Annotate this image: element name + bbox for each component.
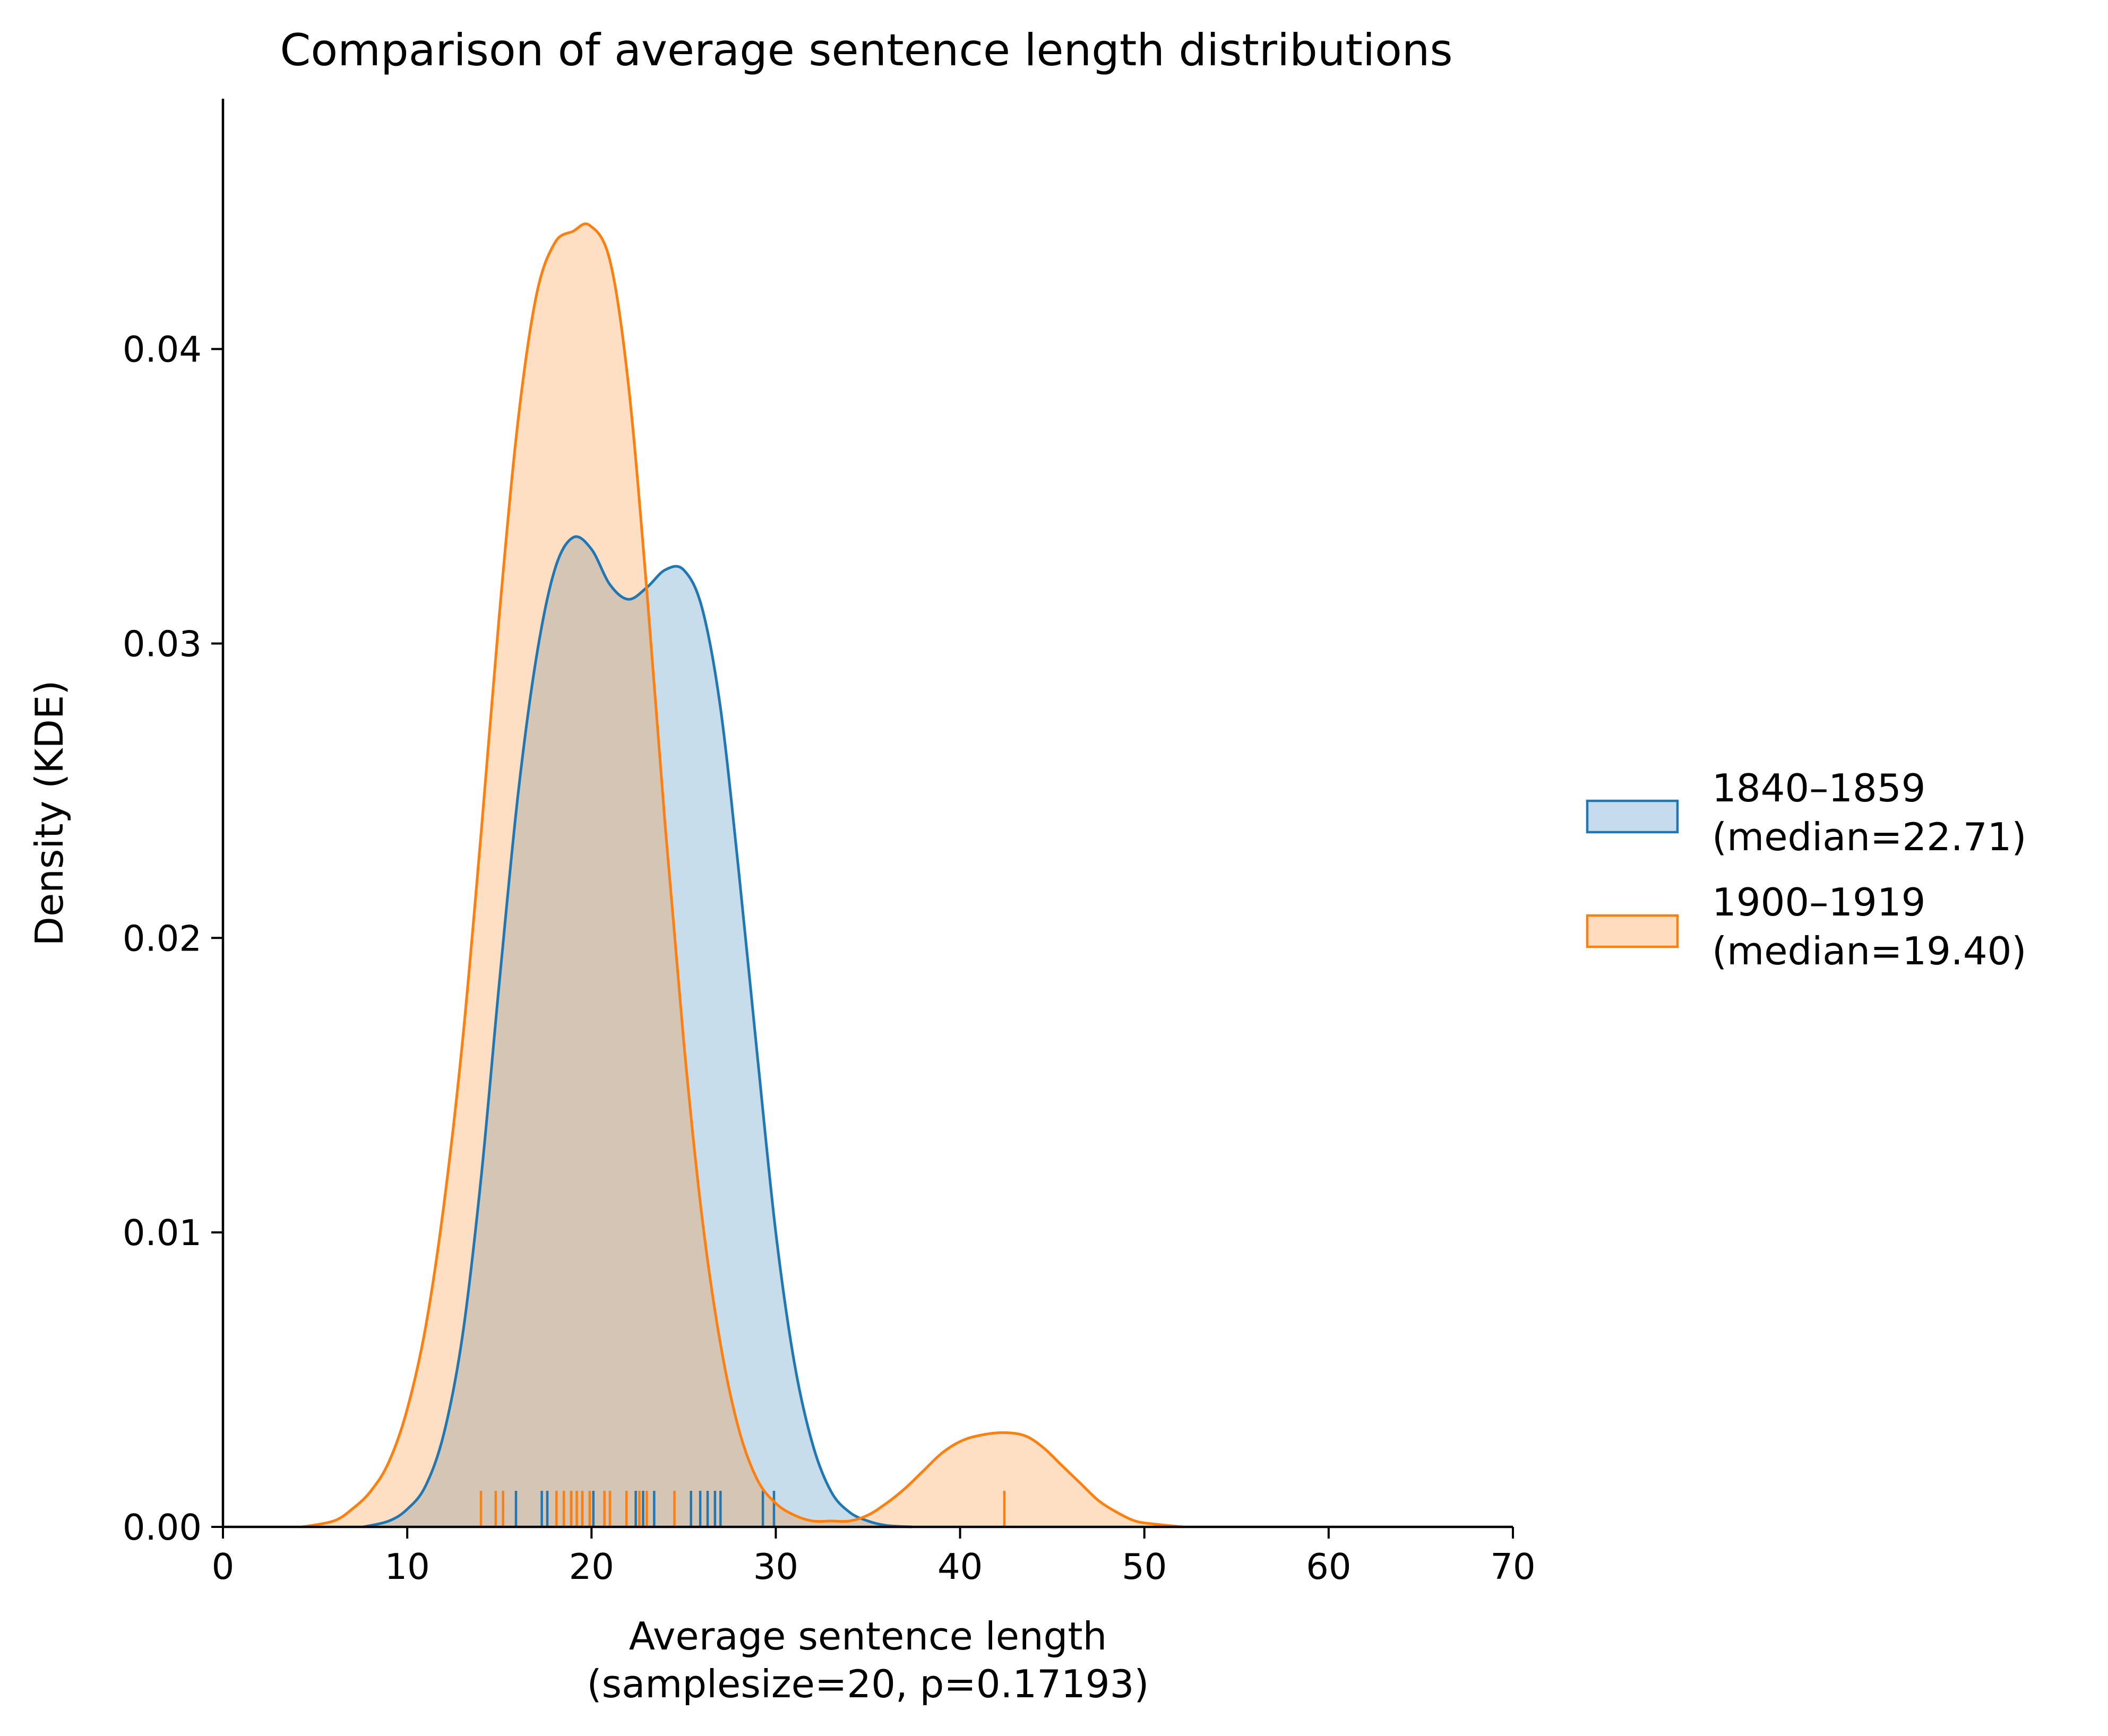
x-tick-label: 0: [212, 1546, 235, 1587]
density-area-1: [363, 537, 913, 1527]
y-axis-ticks: 0.00 0.01 0.02 0.03 0.04: [123, 329, 223, 1548]
rug-marks: [479, 1491, 1006, 1526]
x-tick-label: 60: [1306, 1546, 1351, 1587]
y-tick-label: 0.04: [123, 329, 202, 370]
x-tick-label: 10: [385, 1546, 430, 1587]
x-axis-label: Average sentence length: [629, 1614, 1107, 1659]
y-tick-label: 0.01: [123, 1212, 202, 1254]
legend-label: 1840–1859: [1712, 766, 1925, 810]
legend-label-sub: (median=19.40): [1712, 929, 2027, 973]
x-axis-label-sub: (samplesize=20, p=0.17193): [587, 1662, 1149, 1706]
y-tick-label: 0.02: [123, 918, 202, 959]
x-axis-ticks: 0 10 20 30 40 50 60 70: [212, 1527, 1536, 1587]
chart-title: Comparison of average sentence length di…: [280, 24, 1452, 76]
density-line-1: [363, 535, 913, 1528]
legend-swatch: [1586, 914, 1679, 948]
density-areas: [302, 223, 1183, 1527]
y-tick-label: 0.03: [123, 623, 202, 664]
legend-swatch: [1586, 799, 1679, 834]
x-tick-label: 30: [753, 1546, 798, 1587]
density-line-2: [302, 222, 1183, 1528]
x-tick-label: 50: [1122, 1546, 1167, 1587]
legend-label: 1900–1919: [1712, 880, 1925, 925]
axes: [221, 99, 1513, 1528]
density-area-2: [302, 223, 1183, 1527]
legend-item-1900-1919: 1900–1919 (median=19.40): [1586, 880, 2027, 973]
density-lines: [302, 222, 1183, 1528]
legend-item-1840-1859: 1840–1859 (median=22.71): [1586, 766, 2027, 859]
legend-label-sub: (median=22.71): [1712, 815, 2027, 859]
y-tick-label: 0.00: [123, 1507, 202, 1548]
x-tick-label: 70: [1490, 1546, 1535, 1587]
y-axis-label: Density (KDE): [27, 680, 72, 946]
legend: 1840–1859 (median=22.71) 1900–1919 (medi…: [1586, 766, 2027, 973]
x-tick-label: 40: [937, 1546, 983, 1587]
x-tick-label: 20: [569, 1546, 614, 1587]
